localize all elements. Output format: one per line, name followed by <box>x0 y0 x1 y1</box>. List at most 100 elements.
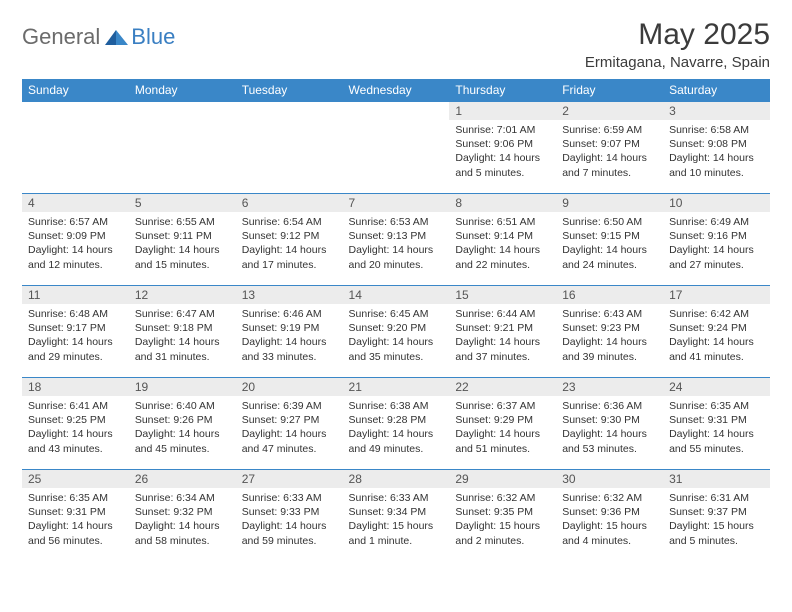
day-number: 4 <box>22 194 129 212</box>
calendar-day-cell: 30Sunrise: 6:32 AMSunset: 9:36 PMDayligh… <box>556 470 663 562</box>
day-number: 21 <box>343 378 450 396</box>
day-details: Sunrise: 6:58 AMSunset: 9:08 PMDaylight:… <box>663 120 770 184</box>
day-details: Sunrise: 6:42 AMSunset: 9:24 PMDaylight:… <box>663 304 770 368</box>
day-number: 18 <box>22 378 129 396</box>
day-number: 14 <box>343 286 450 304</box>
header: General Blue May 2025 Ermitagana, Navarr… <box>22 18 770 71</box>
day-details: Sunrise: 6:32 AMSunset: 9:35 PMDaylight:… <box>449 488 556 552</box>
calendar-day-cell: 31Sunrise: 6:31 AMSunset: 9:37 PMDayligh… <box>663 470 770 562</box>
calendar-day-cell: 19Sunrise: 6:40 AMSunset: 9:26 PMDayligh… <box>129 378 236 470</box>
day-details: Sunrise: 6:40 AMSunset: 9:26 PMDaylight:… <box>129 396 236 460</box>
logo-text-blue: Blue <box>131 24 175 50</box>
calendar-week-row: 1Sunrise: 7:01 AMSunset: 9:06 PMDaylight… <box>22 102 770 194</box>
day-details: Sunrise: 6:51 AMSunset: 9:14 PMDaylight:… <box>449 212 556 276</box>
day-number: 7 <box>343 194 450 212</box>
calendar-day-cell: 16Sunrise: 6:43 AMSunset: 9:23 PMDayligh… <box>556 286 663 378</box>
calendar-day-cell: 9Sunrise: 6:50 AMSunset: 9:15 PMDaylight… <box>556 194 663 286</box>
day-details: Sunrise: 6:54 AMSunset: 9:12 PMDaylight:… <box>236 212 343 276</box>
calendar-day-cell: 22Sunrise: 6:37 AMSunset: 9:29 PMDayligh… <box>449 378 556 470</box>
calendar-day-cell <box>22 102 129 194</box>
day-number: 15 <box>449 286 556 304</box>
calendar-day-cell: 27Sunrise: 6:33 AMSunset: 9:33 PMDayligh… <box>236 470 343 562</box>
calendar-day-cell: 24Sunrise: 6:35 AMSunset: 9:31 PMDayligh… <box>663 378 770 470</box>
day-details: Sunrise: 6:50 AMSunset: 9:15 PMDaylight:… <box>556 212 663 276</box>
day-details: Sunrise: 6:44 AMSunset: 9:21 PMDaylight:… <box>449 304 556 368</box>
logo: General Blue <box>22 18 175 50</box>
day-number: 29 <box>449 470 556 488</box>
day-details: Sunrise: 6:45 AMSunset: 9:20 PMDaylight:… <box>343 304 450 368</box>
calendar-day-cell: 28Sunrise: 6:33 AMSunset: 9:34 PMDayligh… <box>343 470 450 562</box>
day-number: 23 <box>556 378 663 396</box>
day-number: 26 <box>129 470 236 488</box>
dow-header-row: SundayMondayTuesdayWednesdayThursdayFrid… <box>22 79 770 102</box>
day-details: Sunrise: 6:34 AMSunset: 9:32 PMDaylight:… <box>129 488 236 552</box>
calendar-day-cell: 1Sunrise: 7:01 AMSunset: 9:06 PMDaylight… <box>449 102 556 194</box>
day-number: 2 <box>556 102 663 120</box>
day-details: Sunrise: 6:35 AMSunset: 9:31 PMDaylight:… <box>663 396 770 460</box>
day-number: 5 <box>129 194 236 212</box>
day-number: 8 <box>449 194 556 212</box>
day-details: Sunrise: 6:33 AMSunset: 9:33 PMDaylight:… <box>236 488 343 552</box>
day-number: 25 <box>22 470 129 488</box>
day-number: 3 <box>663 102 770 120</box>
day-number: 12 <box>129 286 236 304</box>
day-number: 28 <box>343 470 450 488</box>
day-details: Sunrise: 6:37 AMSunset: 9:29 PMDaylight:… <box>449 396 556 460</box>
day-details: Sunrise: 6:53 AMSunset: 9:13 PMDaylight:… <box>343 212 450 276</box>
calendar-page: General Blue May 2025 Ermitagana, Navarr… <box>0 0 792 580</box>
dow-header: Friday <box>556 79 663 102</box>
dow-header: Monday <box>129 79 236 102</box>
calendar-day-cell: 21Sunrise: 6:38 AMSunset: 9:28 PMDayligh… <box>343 378 450 470</box>
calendar-day-cell: 11Sunrise: 6:48 AMSunset: 9:17 PMDayligh… <box>22 286 129 378</box>
calendar-day-cell: 5Sunrise: 6:55 AMSunset: 9:11 PMDaylight… <box>129 194 236 286</box>
dow-header: Saturday <box>663 79 770 102</box>
logo-text-general: General <box>22 24 100 50</box>
calendar-day-cell: 7Sunrise: 6:53 AMSunset: 9:13 PMDaylight… <box>343 194 450 286</box>
calendar-body: 1Sunrise: 7:01 AMSunset: 9:06 PMDaylight… <box>22 102 770 562</box>
day-details: Sunrise: 6:47 AMSunset: 9:18 PMDaylight:… <box>129 304 236 368</box>
calendar-day-cell: 8Sunrise: 6:51 AMSunset: 9:14 PMDaylight… <box>449 194 556 286</box>
day-number: 30 <box>556 470 663 488</box>
calendar-day-cell: 14Sunrise: 6:45 AMSunset: 9:20 PMDayligh… <box>343 286 450 378</box>
day-number: 6 <box>236 194 343 212</box>
dow-header: Wednesday <box>343 79 450 102</box>
calendar-day-cell: 3Sunrise: 6:58 AMSunset: 9:08 PMDaylight… <box>663 102 770 194</box>
day-details: Sunrise: 6:46 AMSunset: 9:19 PMDaylight:… <box>236 304 343 368</box>
calendar-day-cell: 10Sunrise: 6:49 AMSunset: 9:16 PMDayligh… <box>663 194 770 286</box>
day-details: Sunrise: 6:32 AMSunset: 9:36 PMDaylight:… <box>556 488 663 552</box>
calendar-day-cell: 6Sunrise: 6:54 AMSunset: 9:12 PMDaylight… <box>236 194 343 286</box>
calendar-day-cell: 4Sunrise: 6:57 AMSunset: 9:09 PMDaylight… <box>22 194 129 286</box>
day-details: Sunrise: 6:39 AMSunset: 9:27 PMDaylight:… <box>236 396 343 460</box>
calendar-day-cell: 18Sunrise: 6:41 AMSunset: 9:25 PMDayligh… <box>22 378 129 470</box>
location-subtitle: Ermitagana, Navarre, Spain <box>585 54 770 71</box>
day-number: 19 <box>129 378 236 396</box>
day-number: 17 <box>663 286 770 304</box>
calendar-day-cell: 25Sunrise: 6:35 AMSunset: 9:31 PMDayligh… <box>22 470 129 562</box>
day-number: 13 <box>236 286 343 304</box>
day-number: 24 <box>663 378 770 396</box>
calendar-day-cell: 12Sunrise: 6:47 AMSunset: 9:18 PMDayligh… <box>129 286 236 378</box>
logo-mark-icon <box>105 27 129 47</box>
day-details: Sunrise: 6:57 AMSunset: 9:09 PMDaylight:… <box>22 212 129 276</box>
page-title: May 2025 <box>585 18 770 52</box>
day-number: 31 <box>663 470 770 488</box>
day-details: Sunrise: 6:33 AMSunset: 9:34 PMDaylight:… <box>343 488 450 552</box>
day-details: Sunrise: 6:35 AMSunset: 9:31 PMDaylight:… <box>22 488 129 552</box>
calendar-day-cell: 26Sunrise: 6:34 AMSunset: 9:32 PMDayligh… <box>129 470 236 562</box>
calendar-day-cell: 15Sunrise: 6:44 AMSunset: 9:21 PMDayligh… <box>449 286 556 378</box>
calendar-day-cell <box>236 102 343 194</box>
title-block: May 2025 Ermitagana, Navarre, Spain <box>585 18 770 71</box>
calendar-table: SundayMondayTuesdayWednesdayThursdayFrid… <box>22 79 770 562</box>
day-details: Sunrise: 6:43 AMSunset: 9:23 PMDaylight:… <box>556 304 663 368</box>
day-details: Sunrise: 6:38 AMSunset: 9:28 PMDaylight:… <box>343 396 450 460</box>
day-number: 22 <box>449 378 556 396</box>
day-details: Sunrise: 6:59 AMSunset: 9:07 PMDaylight:… <box>556 120 663 184</box>
calendar-day-cell: 29Sunrise: 6:32 AMSunset: 9:35 PMDayligh… <box>449 470 556 562</box>
calendar-day-cell: 23Sunrise: 6:36 AMSunset: 9:30 PMDayligh… <box>556 378 663 470</box>
day-number: 9 <box>556 194 663 212</box>
day-details: Sunrise: 6:48 AMSunset: 9:17 PMDaylight:… <box>22 304 129 368</box>
day-number: 1 <box>449 102 556 120</box>
day-details: Sunrise: 6:49 AMSunset: 9:16 PMDaylight:… <box>663 212 770 276</box>
dow-header: Sunday <box>22 79 129 102</box>
day-number: 20 <box>236 378 343 396</box>
